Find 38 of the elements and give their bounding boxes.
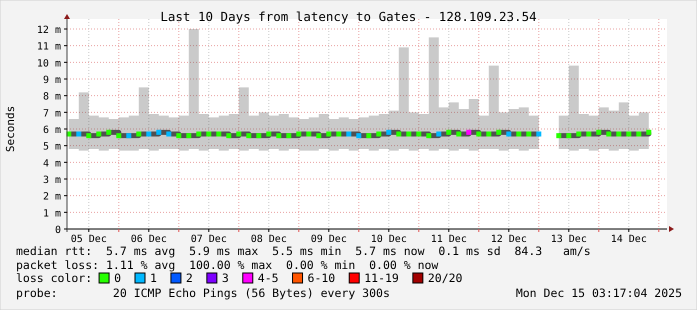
text: packet loss: 1.11 % avg 100.00 % max 0.00 % min 0.00 % now <box>16 258 438 272</box>
legend-label: 3 <box>222 271 229 285</box>
x-tick-label: 07 Dec <box>190 234 227 245</box>
y-axis-title: Seconds <box>4 106 17 152</box>
y-tick-label: 7 m <box>42 108 61 120</box>
y-tick-label: 9 m <box>42 75 61 86</box>
legend-label: 20/20 <box>428 271 463 285</box>
legend-label: 0 <box>114 271 122 285</box>
legend-label: 11-19 <box>364 271 399 285</box>
x-tick-label: 09 Dec <box>310 234 347 245</box>
chart-title: Last 10 Days from latency to Gates - 128.109.23.54 <box>160 9 537 24</box>
y-tick-label: 5 m <box>42 142 61 153</box>
x-tick-label: 10 Dec <box>370 234 407 245</box>
x-tick-label: 06 Dec <box>130 234 167 245</box>
legend-title: loss color: <box>16 271 92 285</box>
legend-label: 2 <box>186 271 193 285</box>
text: median rtt: 5.7 ms avg 5.9 ms max 5.5 ms min 5.7 ms now 0.1 ms sd 84.3 am/s <box>16 244 591 258</box>
x-tick-label: 14 Dec <box>610 234 647 245</box>
legend-label: 4-5 <box>258 271 279 285</box>
x-tick-label: 13 Dec <box>550 234 587 245</box>
y-tick-label: 8 m <box>42 92 61 103</box>
x-tick-label: 11 Dec <box>430 234 467 245</box>
text: Mon Dec 15 03:17:04 2025 <box>516 286 682 300</box>
y-tick-label: 6 m <box>42 125 61 136</box>
y-tick-label: 2 m <box>42 192 61 203</box>
x-tick-label: 08 Dec <box>250 234 287 245</box>
x-tick-label: 12 Dec <box>490 234 527 245</box>
x-tick-label: 05 Dec <box>70 234 107 245</box>
y-tick-label: 0 <box>54 225 61 236</box>
y-tick-label: 12 m <box>36 25 61 36</box>
legend-label: 6-10 <box>308 271 336 285</box>
y-tick-label: 4 m <box>42 158 61 170</box>
text: probe: 20 ICMP Echo Pings (56 Bytes) every 300s <box>16 286 390 300</box>
y-tick-label: 11 m <box>36 42 61 53</box>
legend-label: 1 <box>150 271 157 285</box>
y-tick-label: 3 m <box>42 175 61 186</box>
y-tick-label: 1 m <box>42 208 61 220</box>
y-tick-label: 10 m <box>36 58 61 70</box>
